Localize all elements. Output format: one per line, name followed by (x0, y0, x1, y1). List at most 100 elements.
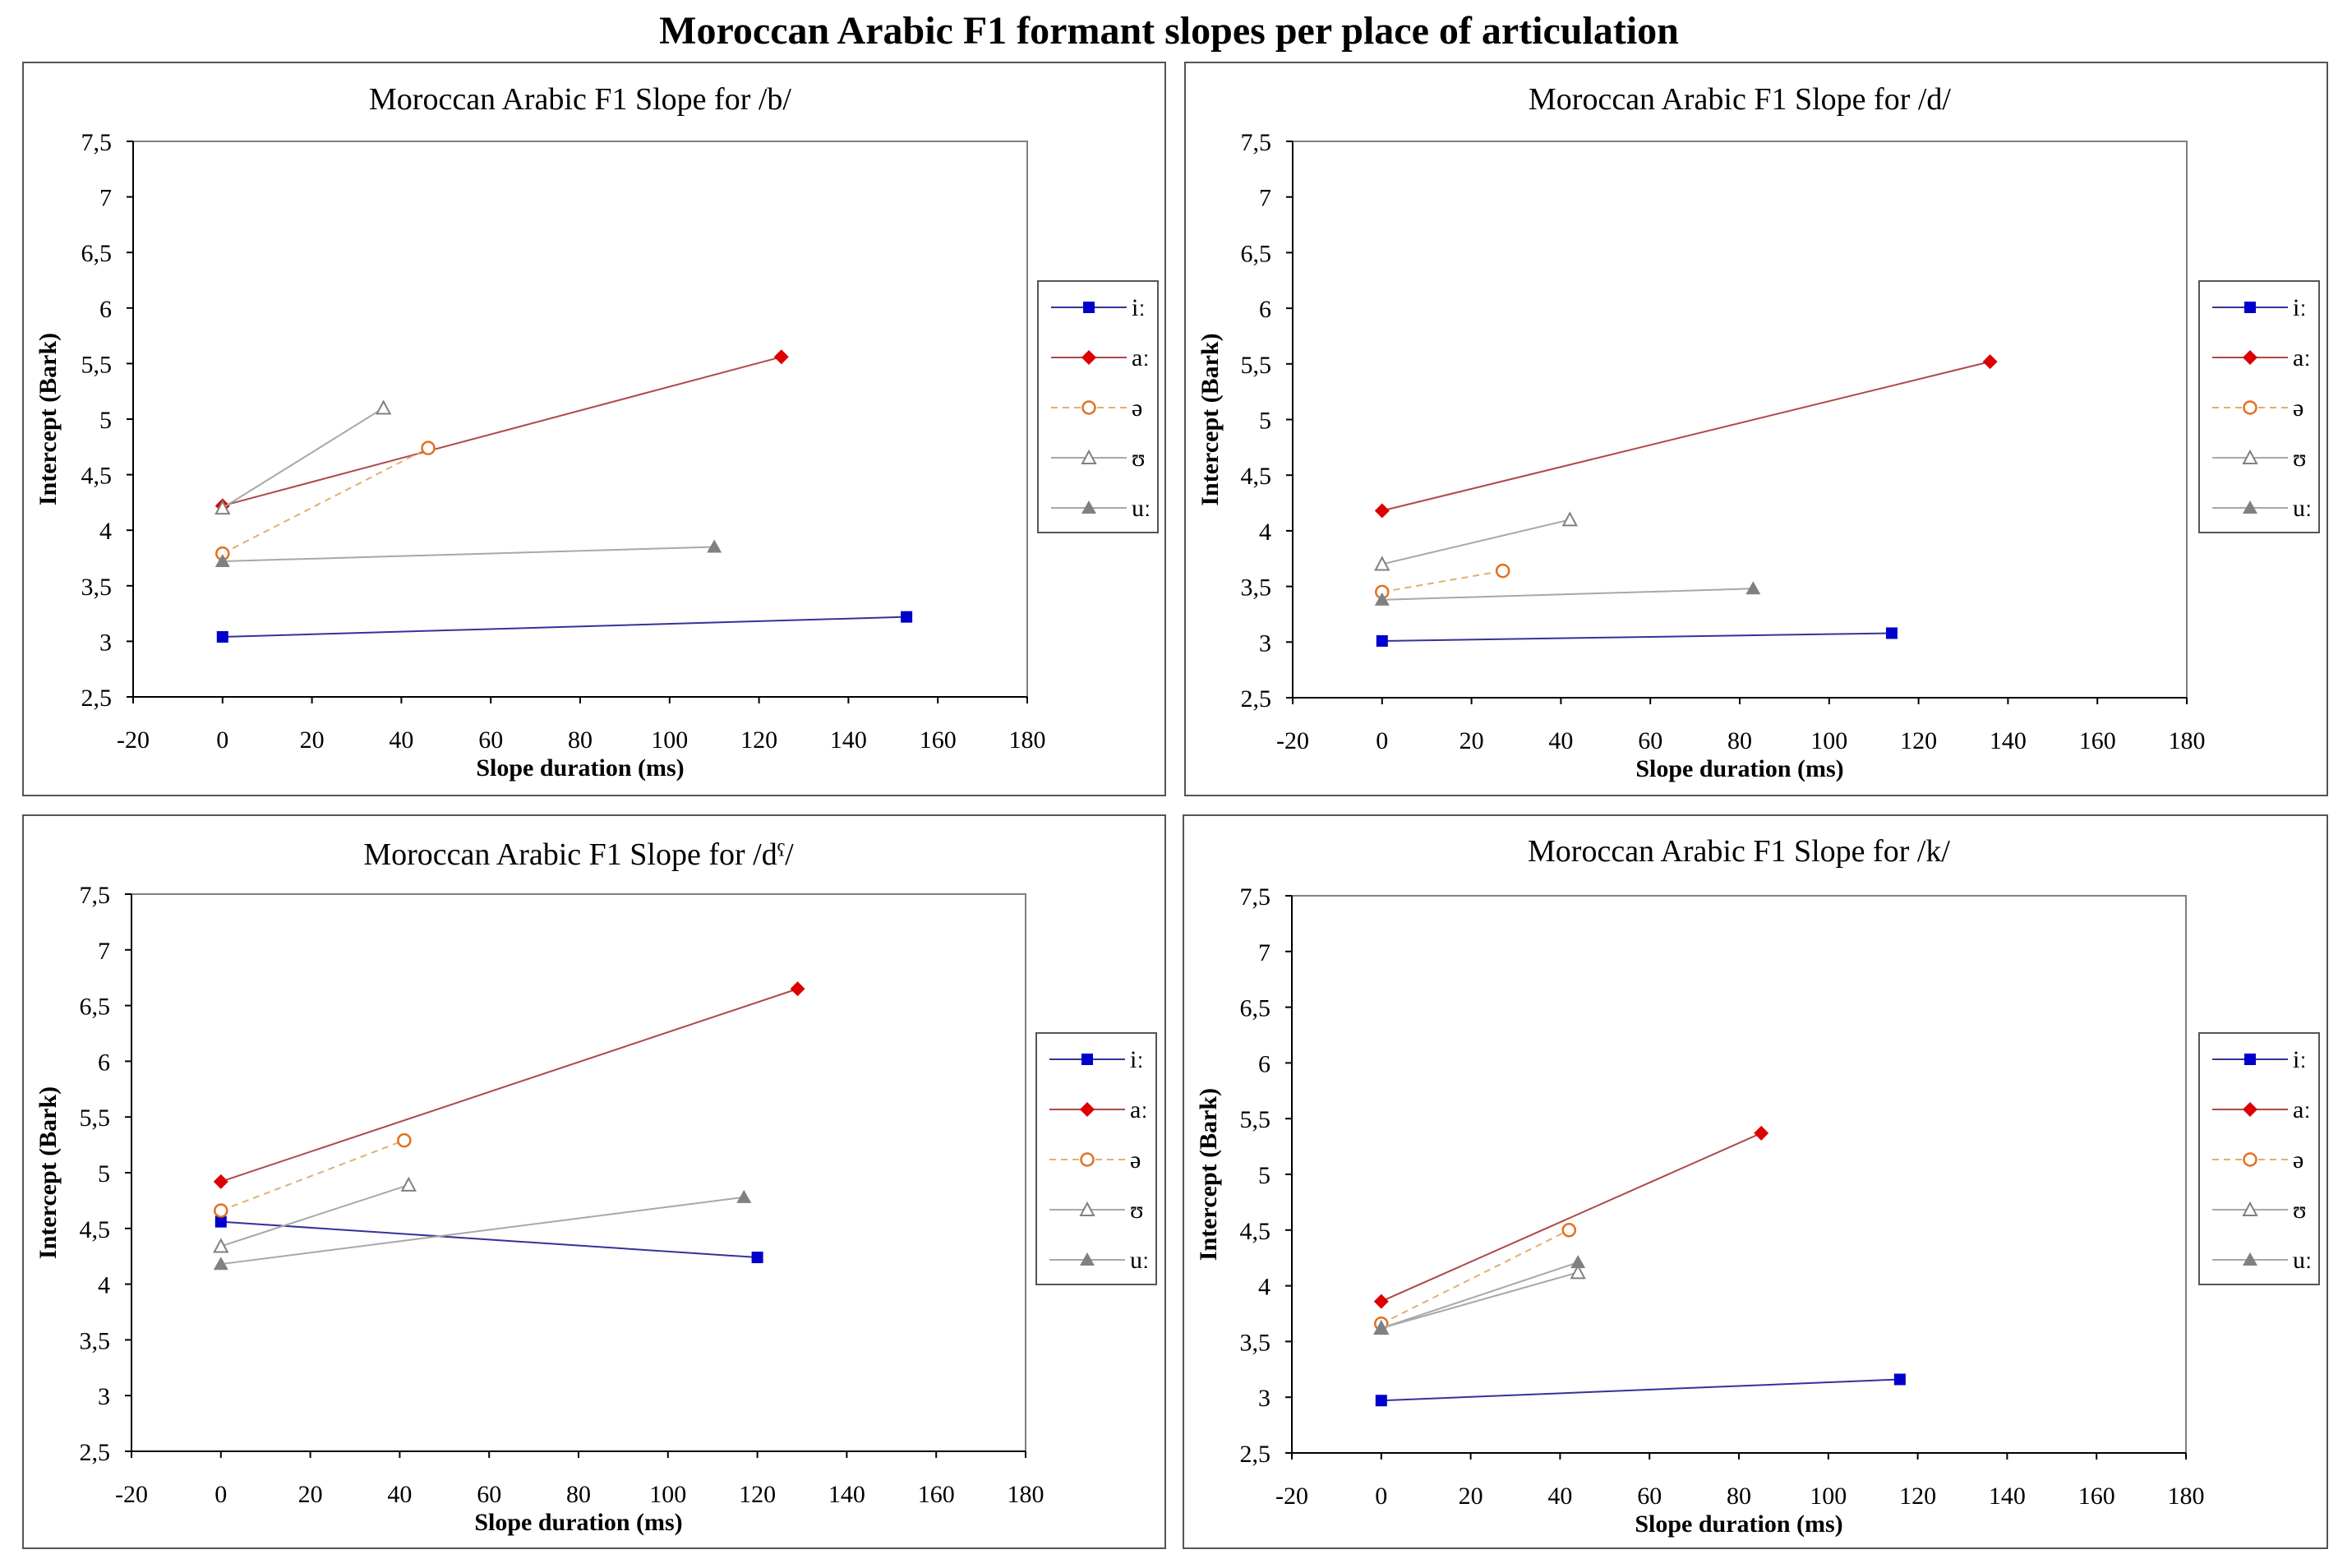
x-tick-label: 40 (387, 1481, 412, 1508)
series-line (1381, 1261, 1579, 1330)
data-point (1570, 1255, 1586, 1269)
x-tick-label: 40 (1548, 727, 1573, 754)
legend-label: aː (1130, 1096, 1148, 1123)
series-line (222, 616, 907, 638)
y-tick-label: 7 (1259, 185, 1271, 212)
series-line (220, 1196, 745, 1266)
x-tick-label: 0 (1376, 727, 1388, 754)
x-tick-label: 0 (214, 1481, 227, 1508)
series-line (220, 1183, 409, 1247)
y-tick-label: 3,5 (80, 1327, 111, 1354)
series-line (222, 407, 385, 510)
y-tick-label: 7 (99, 185, 112, 212)
series-line (1381, 519, 1570, 565)
y-tick-label: 4 (1259, 519, 1271, 546)
y-tick-label: 7,5 (81, 129, 113, 156)
series-4 (214, 399, 392, 515)
x-tick-label: 180 (2169, 727, 2206, 754)
y-tick-label: 6 (1259, 296, 1271, 323)
data-point (1982, 354, 1998, 370)
y-tick-label: 2,5 (1241, 685, 1272, 713)
data-point (773, 349, 789, 365)
series-3 (214, 1132, 412, 1218)
data-point (400, 1176, 417, 1192)
x-tick-label: 160 (918, 1481, 955, 1508)
legend-label: aː (2293, 1096, 2311, 1123)
legend-marker (2243, 1252, 2257, 1266)
data-point (213, 1257, 228, 1271)
y-tick-label: 7 (1258, 939, 1270, 966)
x-tick-label: 160 (920, 726, 957, 754)
legend-marker (2243, 350, 2257, 365)
legend-label: uː (2293, 495, 2312, 522)
chart-2: Moroccan Arabic F1 Slope for /d/7,5 7 6,5 6… (1184, 62, 2328, 796)
series-line (222, 546, 715, 563)
legend-label: uː (2293, 1247, 2312, 1274)
y-axis-label: Intercept (Bark) (1195, 1088, 1222, 1261)
legend-label: aː (2293, 344, 2311, 371)
y-tick-label: 5 (99, 407, 112, 434)
y-tick-label: 7,5 (1241, 129, 1272, 156)
data-point (1885, 627, 1898, 639)
x-tick-label: 120 (1899, 1483, 1936, 1510)
chart-title: Moroccan Arabic F1 Slope for /dˤ/ (363, 837, 794, 872)
legend-label: ə (2293, 1146, 2303, 1174)
plot-area (131, 893, 1026, 1452)
y-tick-label: 5,5 (81, 351, 113, 378)
chart-1: Moroccan Arabic F1 Slope for /b/7,5 7 6,5 6… (22, 62, 1166, 796)
legend-marker (1080, 1102, 1095, 1117)
series-line (1381, 588, 1754, 601)
y-tick-label: 6,5 (1240, 995, 1271, 1022)
y-tick-label: 7,5 (80, 882, 111, 909)
series-5 (213, 1189, 752, 1271)
main-title: Moroccan Arabic F1 formant slopes per pl… (659, 9, 1679, 53)
series-2 (1374, 354, 1998, 519)
x-tick-label: 180 (2168, 1483, 2205, 1510)
series-line (1381, 1271, 1579, 1330)
y-tick-label: 4,5 (81, 463, 113, 490)
y-axis-label: Intercept (Bark) (1197, 333, 1224, 505)
series-line (1381, 1378, 1900, 1402)
plot-area (132, 141, 1028, 698)
x-tick-label: 100 (649, 1481, 686, 1508)
x-tick-label: 20 (1459, 1483, 1483, 1510)
legend-label: ʊ (1130, 1197, 1143, 1224)
data-point (421, 440, 436, 455)
x-tick-label: 140 (828, 1481, 865, 1508)
legend-label: ʊ (2293, 1197, 2306, 1224)
x-tick-label: 100 (1810, 727, 1847, 754)
y-tick-label: 3 (1258, 1385, 1270, 1412)
x-tick-label: 100 (651, 726, 688, 754)
legend-marker (2244, 302, 2256, 313)
data-point (707, 539, 722, 553)
y-tick-label: 3,5 (1241, 574, 1272, 602)
chart-title: Moroccan Arabic F1 Slope for /k/ (1528, 834, 1950, 869)
y-tick-label: 2,5 (1240, 1441, 1271, 1468)
y-tick-label: 7,5 (1240, 883, 1271, 911)
x-tick-label: 20 (298, 1481, 323, 1508)
y-tick-label: 6 (1258, 1050, 1270, 1077)
x-axis-label: Slope duration (ms) (1635, 755, 1843, 782)
y-tick-label: 5,5 (1240, 1106, 1271, 1133)
data-point (1374, 503, 1390, 519)
x-tick-label: 180 (1009, 726, 1046, 754)
data-point (1570, 1264, 1586, 1280)
x-tick-label: 40 (1547, 1483, 1572, 1510)
legend-marker (1081, 350, 1096, 365)
chart-3: Moroccan Arabic F1 Slope for /dˤ/7,5 7 6,5… (22, 814, 1166, 1549)
series-line (1381, 1229, 1570, 1325)
series-5 (214, 539, 722, 568)
data-point (1373, 1294, 1389, 1309)
x-tick-label: -20 (115, 1481, 148, 1508)
x-tick-label: 160 (2078, 1483, 2115, 1510)
y-tick-label: 2,5 (81, 685, 113, 712)
legend-marker (2243, 1102, 2257, 1117)
series-line (220, 988, 798, 1183)
data-point (375, 399, 392, 415)
y-tick-label: 3 (99, 629, 112, 656)
y-tick-label: 2,5 (80, 1439, 111, 1466)
legend-label: ʊ (2293, 445, 2306, 472)
data-point (1745, 581, 1761, 595)
legend-marker (1081, 1054, 1093, 1065)
x-tick-label: 140 (830, 726, 867, 754)
